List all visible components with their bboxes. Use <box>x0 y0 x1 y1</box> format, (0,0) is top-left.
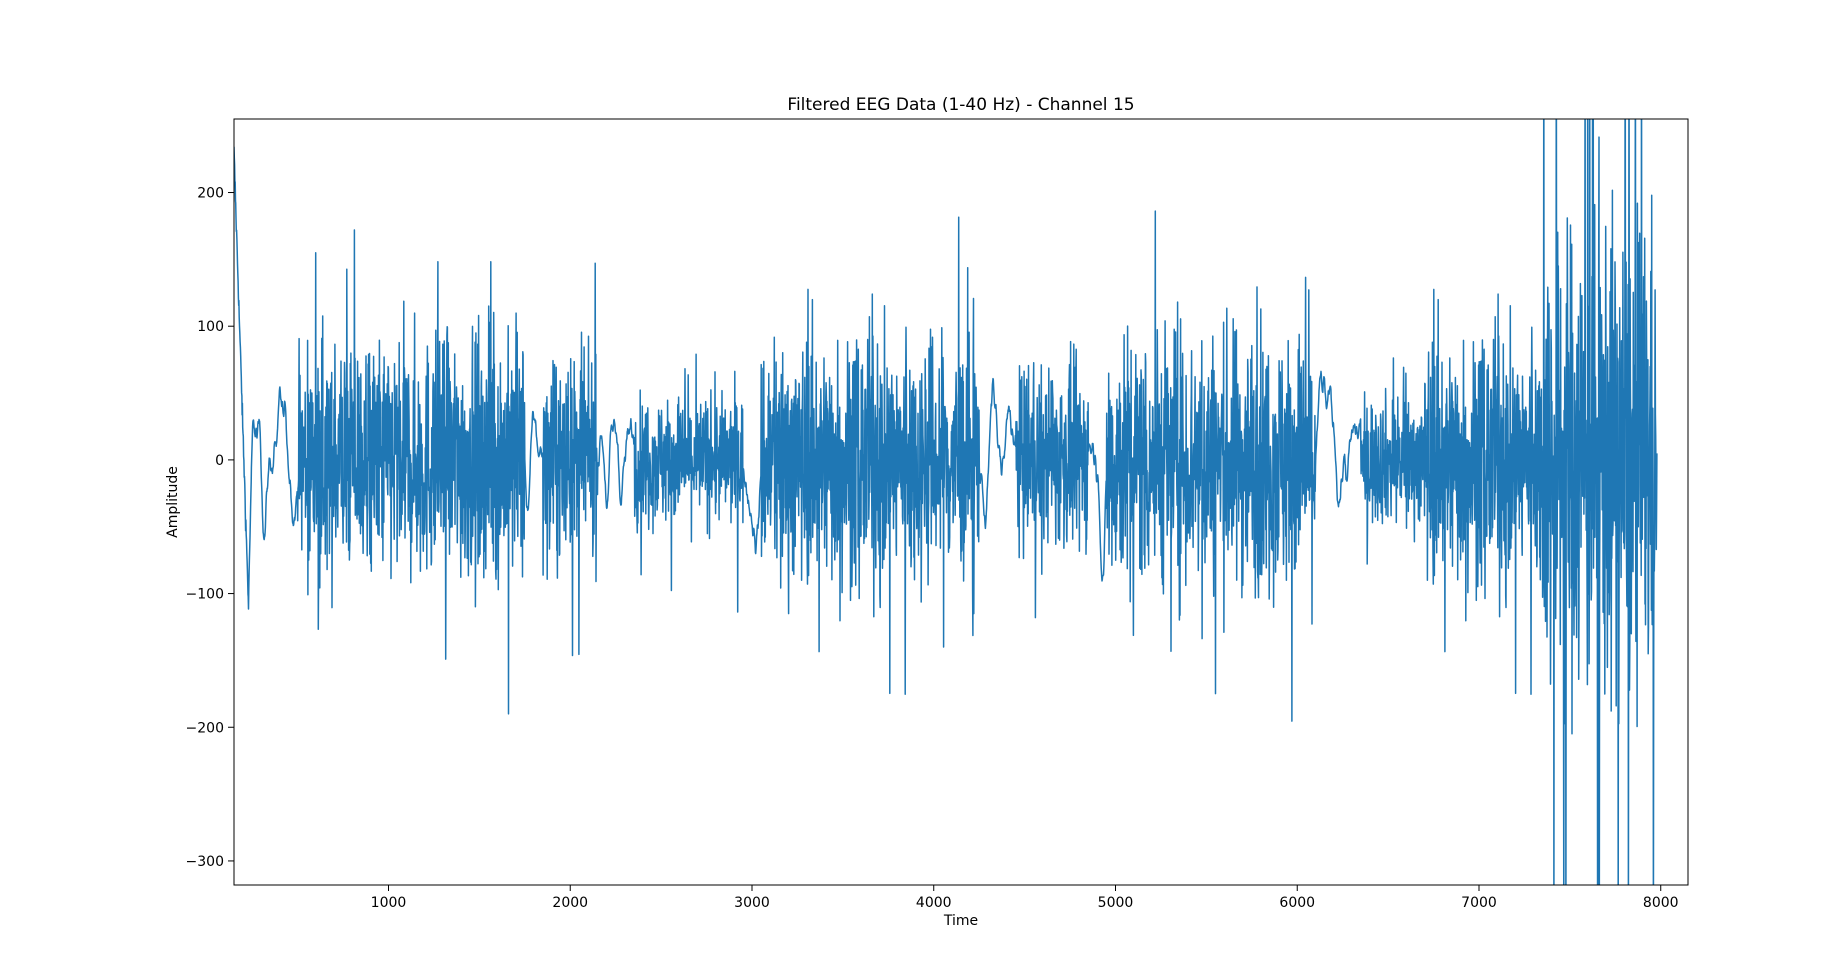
y-tick-label: −100 <box>186 587 224 603</box>
x-axis-ticks: 1000 2000 3000 4000 5000 6000 7000 8000 <box>371 885 1679 911</box>
chart-title: Filtered EEG Data (1-40 Hz) - Channel 15 <box>787 95 1134 115</box>
x-tick-label: 2000 <box>552 895 588 911</box>
x-axis-label: Time <box>943 913 978 929</box>
y-tick-label: 0 <box>215 453 224 469</box>
y-axis-ticks: −300 −200 −100 0 100 200 <box>186 186 234 870</box>
plot-area <box>234 119 1658 885</box>
x-tick-label: 3000 <box>734 895 770 911</box>
x-tick-label: 7000 <box>1461 895 1497 911</box>
x-tick-label: 4000 <box>916 895 952 911</box>
plot-frame <box>233 118 1689 886</box>
y-tick-label: 200 <box>197 186 224 202</box>
y-tick-label: −300 <box>186 854 224 870</box>
x-tick-label: 6000 <box>1279 895 1315 911</box>
y-tick-label: 100 <box>197 319 224 335</box>
x-tick-label: 8000 <box>1643 895 1679 911</box>
x-tick-label: 5000 <box>1098 895 1134 911</box>
series-line <box>234 119 1658 885</box>
y-tick-label: −200 <box>186 720 224 736</box>
x-tick-label: 1000 <box>371 895 407 911</box>
y-axis-label: Amplitude <box>165 466 181 538</box>
